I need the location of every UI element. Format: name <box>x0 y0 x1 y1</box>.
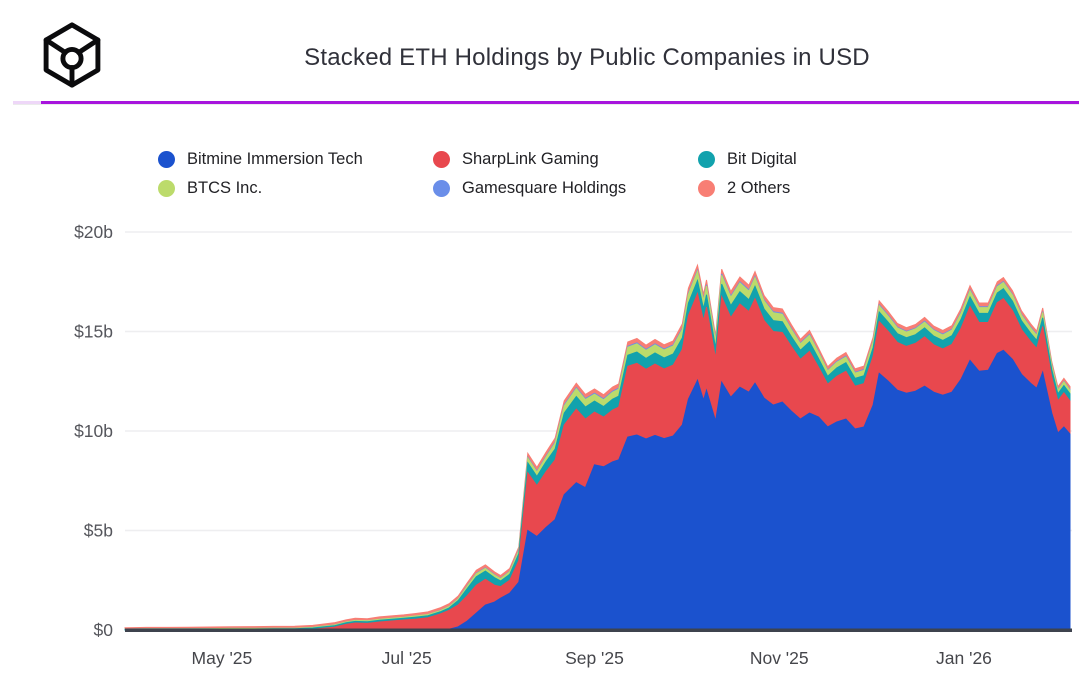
legend-dot-icon <box>433 179 450 197</box>
x-axis-tick-label: Sep '25 <box>565 648 624 668</box>
legend-item-bitmine-immersion-tech[interactable]: Bitmine Immersion Tech <box>158 147 433 171</box>
legend-dot-icon <box>158 179 175 197</box>
y-axis-tick-label: $10b <box>74 421 113 441</box>
legend-item-btcs-inc-[interactable]: BTCS Inc. <box>158 176 433 200</box>
cube-wireframe-logo-icon <box>36 20 108 90</box>
legend-dot-icon <box>158 150 175 168</box>
legend-item-sharplink-gaming[interactable]: SharpLink Gaming <box>433 147 698 171</box>
legend-dot-icon <box>698 179 715 197</box>
y-axis-tick-label: $0 <box>94 620 114 640</box>
legend-label: 2 Others <box>727 178 791 197</box>
legend-item-bit-digital[interactable]: Bit Digital <box>698 147 797 171</box>
chart-title: Stacked ETH Holdings by Public Companies… <box>304 44 870 71</box>
y-axis-tick-label: $20b <box>74 222 113 242</box>
x-axis-tick-label: Jan '26 <box>936 648 992 668</box>
chart-legend: Bitmine Immersion Tech SharpLink Gaming Bi… <box>158 147 797 200</box>
legend-item-gamesquare-holdings[interactable]: Gamesquare Holdings <box>433 176 698 200</box>
legend-dot-icon <box>433 150 450 168</box>
x-axis-tick-label: Jul '25 <box>382 648 432 668</box>
purple-divider <box>13 101 1079 104</box>
y-axis-tick-label: $5b <box>84 521 113 541</box>
legend-label: BTCS Inc. <box>187 178 263 197</box>
x-axis-tick-label: May '25 <box>192 648 253 668</box>
legend-label: SharpLink Gaming <box>462 149 599 168</box>
legend-label: Bitmine Immersion Tech <box>187 149 363 168</box>
x-axis-tick-label: Nov '25 <box>750 648 809 668</box>
legend-label: Bit Digital <box>727 149 797 168</box>
legend-item-2-others[interactable]: 2 Others <box>698 176 797 200</box>
legend-dot-icon <box>698 150 715 168</box>
legend-label: Gamesquare Holdings <box>462 178 627 197</box>
y-axis-tick-label: $15b <box>74 322 113 342</box>
x-axis-line <box>125 628 1072 632</box>
